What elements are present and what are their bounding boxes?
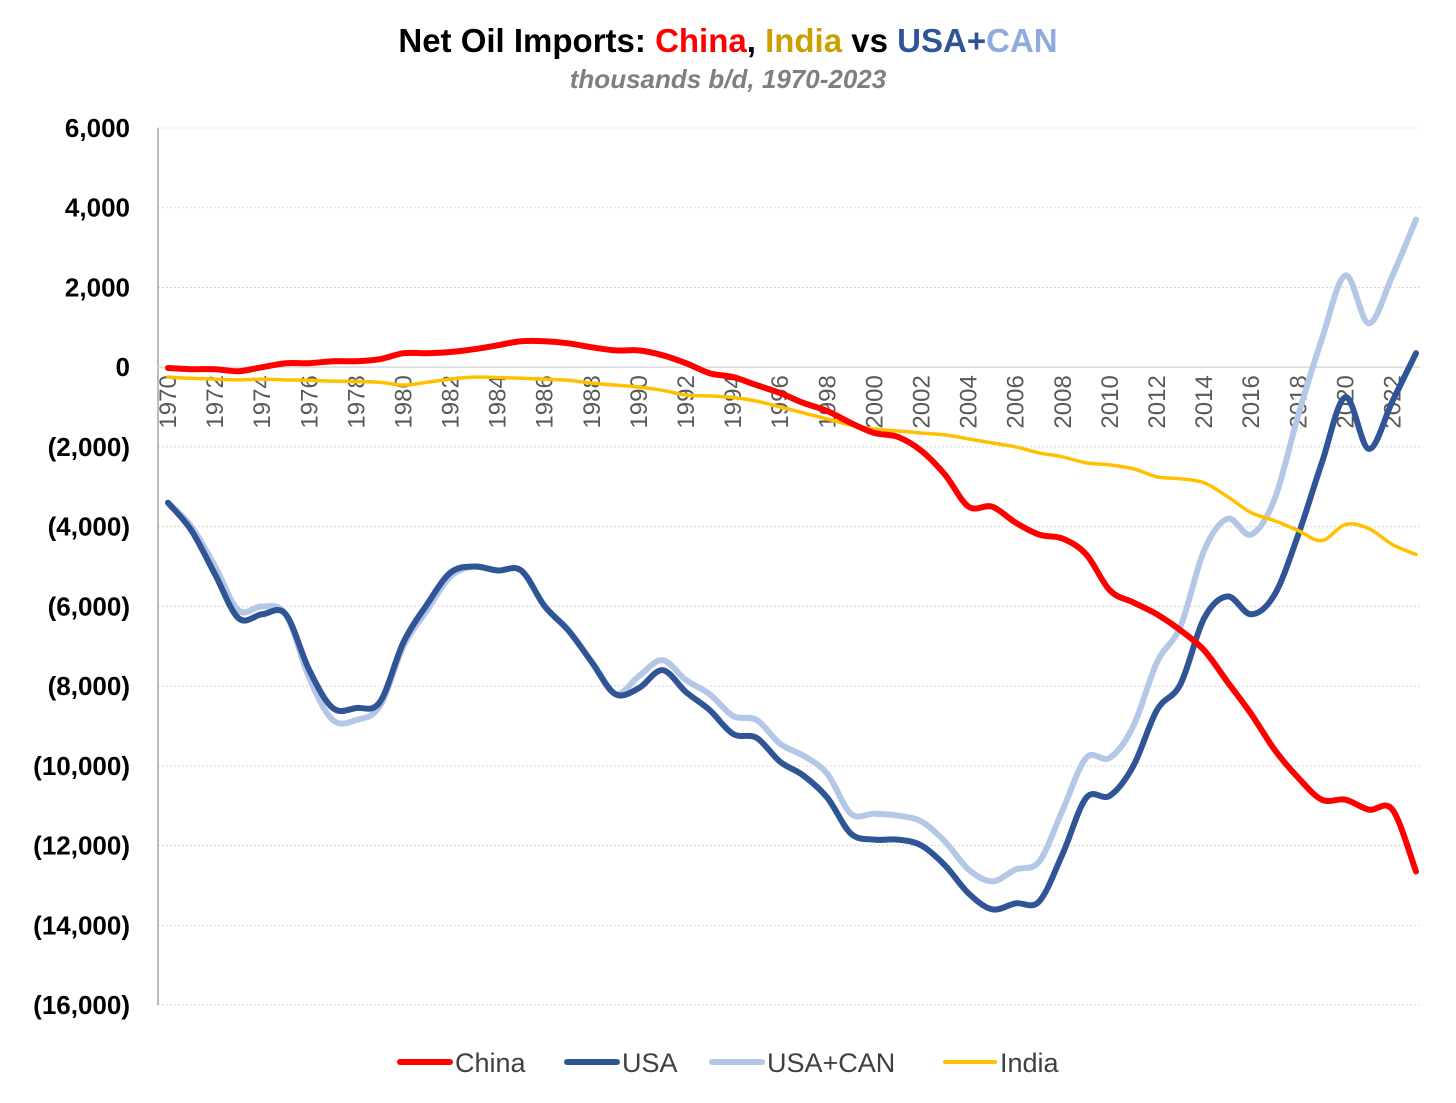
series-line-china bbox=[165, 337, 1419, 875]
x-tick-label: 1974 bbox=[249, 375, 276, 428]
legend-label: India bbox=[1000, 1048, 1060, 1078]
title-china: China bbox=[655, 22, 747, 59]
x-tick-label: 2004 bbox=[956, 375, 983, 428]
y-tick-label: (16,000) bbox=[33, 990, 130, 1020]
title-prefix: Net Oil Imports: bbox=[398, 22, 656, 59]
x-tick-label: 2002 bbox=[909, 375, 936, 428]
legend-label: USA+CAN bbox=[767, 1048, 895, 1078]
title-vs: vs bbox=[842, 22, 898, 59]
x-tick-label: 1982 bbox=[438, 375, 465, 428]
x-tick-label: 2006 bbox=[1003, 375, 1030, 428]
y-tick-label: 0 bbox=[116, 352, 130, 382]
y-tick-label: (8,000) bbox=[48, 671, 130, 701]
x-tick-label: 1996 bbox=[767, 375, 794, 428]
y-tick-label: (2,000) bbox=[48, 432, 130, 462]
title-can: CAN bbox=[986, 22, 1058, 59]
x-tick-label: 2016 bbox=[1238, 375, 1265, 428]
chart-subtitle: thousands b/d, 1970-2023 bbox=[569, 64, 887, 94]
x-tick-label: 1994 bbox=[720, 375, 747, 428]
x-tick-label: 1970 bbox=[155, 375, 182, 428]
x-tick-label: 1984 bbox=[485, 375, 512, 428]
series-line-usa-can bbox=[165, 216, 1419, 885]
x-tick-label: 2000 bbox=[861, 375, 888, 428]
y-tick-label: (4,000) bbox=[48, 512, 130, 542]
y-tick-label: 2,000 bbox=[65, 272, 130, 302]
x-tick-label: 2008 bbox=[1050, 375, 1077, 428]
x-tick-label: 1972 bbox=[202, 375, 229, 428]
legend-item-usa-can: USA+CAN bbox=[709, 1048, 895, 1078]
title-plus: + bbox=[966, 22, 987, 59]
y-tick-labels: 6,000 4,000 2,000 0 (2,000) (4,000) (6,000) (8,… bbox=[33, 113, 130, 1020]
x-tick-label: 1976 bbox=[296, 375, 323, 428]
x-tick-label: 2014 bbox=[1191, 375, 1218, 428]
legend-item-china: China bbox=[397, 1048, 527, 1078]
legend-item-india: India bbox=[943, 1048, 1060, 1078]
chart-title: Net Oil Imports: China, India vs USA+CAN bbox=[0, 22, 1456, 60]
legend-label: USA bbox=[622, 1048, 678, 1078]
y-tick-label: (14,000) bbox=[33, 910, 130, 940]
axes bbox=[157, 128, 1420, 1005]
y-tick-label: (10,000) bbox=[33, 751, 130, 781]
x-tick-label: 2010 bbox=[1097, 375, 1124, 428]
legend-label: China bbox=[455, 1048, 527, 1078]
x-tick-label: 2012 bbox=[1144, 375, 1171, 428]
legend-item-usa: USA bbox=[564, 1048, 678, 1078]
y-tick-label: 4,000 bbox=[65, 193, 130, 223]
series-lines bbox=[165, 216, 1419, 913]
gridlines bbox=[158, 127, 1420, 1006]
y-tick-label: 6,000 bbox=[65, 113, 130, 143]
x-tick-label: 1986 bbox=[532, 375, 559, 428]
x-tick-label: 1978 bbox=[343, 375, 370, 428]
title-separator: , bbox=[746, 22, 766, 59]
y-tick-label: (6,000) bbox=[48, 591, 130, 621]
y-tick-label: (12,000) bbox=[33, 831, 130, 861]
title-usa: USA bbox=[897, 22, 967, 59]
series-line-india bbox=[166, 375, 1418, 557]
x-tick-label: 1992 bbox=[673, 375, 700, 428]
series-line-usa bbox=[165, 350, 1419, 913]
legend: China USA USA+CAN India bbox=[397, 1048, 1060, 1078]
x-tick-labels: 1970 1972 1974 1976 1978 1980 1982 1984 1986 1988… bbox=[155, 375, 1406, 428]
title-india: India bbox=[765, 22, 843, 59]
x-tick-label: 1990 bbox=[626, 375, 653, 428]
